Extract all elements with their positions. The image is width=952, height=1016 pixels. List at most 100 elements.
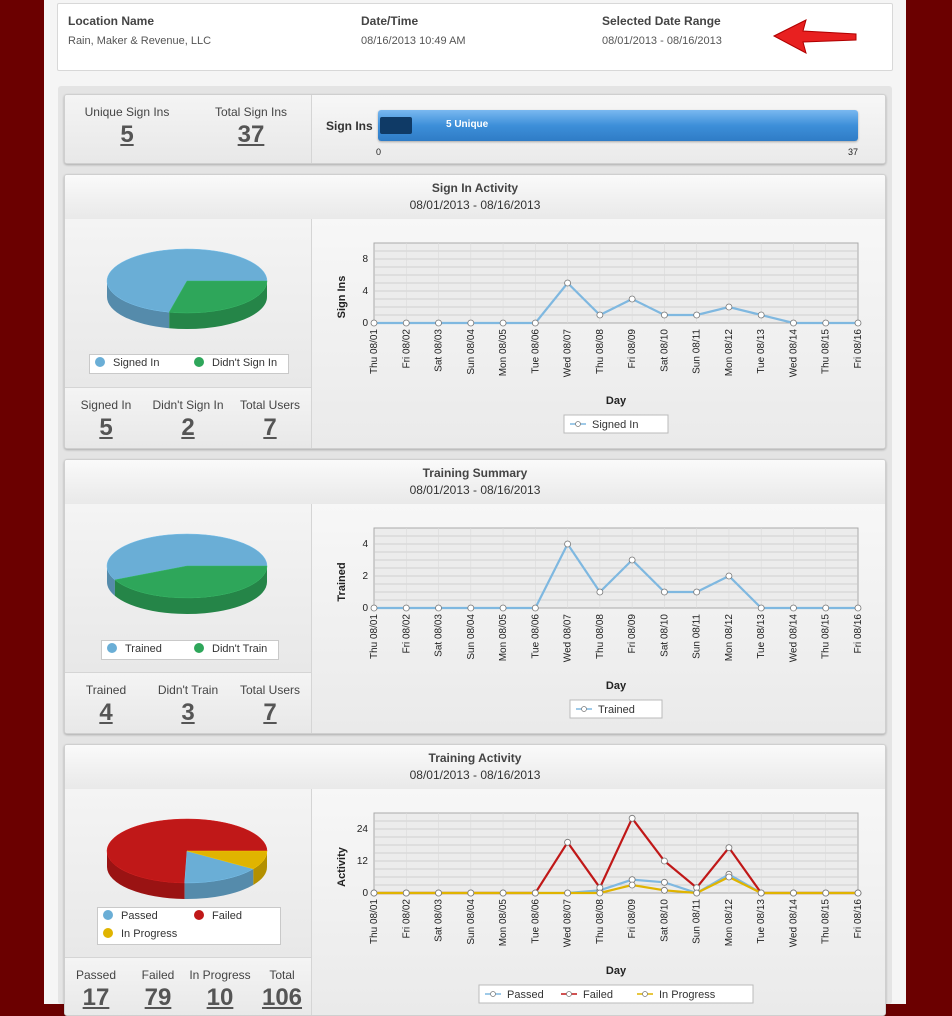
didnt-sign-in-stat-value[interactable]: 2: [181, 414, 195, 441]
activity-point[interactable]: [370, 889, 378, 897]
training-xtick-label: Thu 08/08: [595, 614, 606, 659]
signin-point[interactable]: [467, 319, 475, 327]
signin-point[interactable]: [370, 319, 378, 327]
activity-pie-slice-2[interactable]: [186, 850, 268, 870]
training-point[interactable]: [757, 604, 765, 612]
signin-point[interactable]: [435, 319, 442, 327]
legend-passed: Passed: [103, 910, 158, 922]
activity-point[interactable]: [854, 889, 862, 897]
training-pie-slice-0[interactable]: [106, 533, 268, 581]
didnt-train-stat-value[interactable]: 3: [181, 699, 195, 726]
activity-point[interactable]: [693, 889, 701, 897]
activity-point[interactable]: [596, 889, 604, 897]
signin-xtick-label: Sun 08/04: [466, 329, 477, 375]
signin-point[interactable]: [660, 311, 668, 319]
activity-point[interactable]: [660, 886, 668, 894]
signin-point[interactable]: [757, 311, 765, 319]
training-point[interactable]: [660, 588, 668, 596]
training-point[interactable]: [725, 572, 733, 580]
signin-pie-slice-0[interactable]: [106, 248, 268, 313]
signin-activity-panel: Sign In Activity 08/01/2013 - 08/16/2013…: [64, 174, 886, 449]
signin-total-users-stat: Total Users 7: [233, 398, 307, 442]
activity-point[interactable]: [660, 857, 668, 865]
training-point[interactable]: [596, 588, 604, 596]
training-point[interactable]: [564, 540, 572, 548]
training-point[interactable]: [402, 604, 410, 612]
failed-stat-value[interactable]: 79: [144, 984, 172, 1011]
training-point[interactable]: [628, 556, 636, 564]
signed-in-stat-value[interactable]: 5: [99, 414, 113, 441]
signin-point[interactable]: [822, 319, 830, 327]
signin-legend-label: Signed In: [592, 419, 638, 431]
training-activity-range: 08/01/2013 - 08/16/2013: [409, 768, 541, 782]
legend-didnt-train: Didn't Train: [194, 643, 267, 655]
activity-point[interactable]: [725, 844, 733, 852]
unique-signins-stat: Unique Sign Ins 5: [75, 105, 179, 149]
activity-point[interactable]: [628, 881, 636, 889]
training-point[interactable]: [467, 604, 475, 612]
training-legend: [569, 699, 663, 719]
signin-point[interactable]: [531, 319, 539, 327]
activity-point[interactable]: [467, 889, 475, 897]
training-point[interactable]: [854, 604, 862, 612]
signin-point[interactable]: [854, 319, 862, 327]
training-point[interactable]: [790, 604, 797, 612]
passed-stat-value[interactable]: 17: [82, 984, 110, 1011]
activity-pie-slice-1[interactable]: [184, 850, 254, 884]
activity-xtick-label: Thu 08/01: [369, 899, 380, 944]
unique-signins-label: Unique Sign Ins: [84, 105, 170, 119]
total-signins-value[interactable]: 37: [237, 121, 265, 148]
activity-point[interactable]: [822, 889, 830, 897]
training-series-line-0: [374, 541, 858, 610]
legend-signed-in-label: Signed In: [113, 357, 160, 369]
activity-point[interactable]: [435, 889, 442, 897]
signin-point[interactable]: [790, 319, 797, 327]
training-activity-header: Training Activity 08/01/2013 - 08/16/201…: [65, 745, 885, 790]
signin-point[interactable]: [725, 303, 733, 311]
signin-pie-side-0: [107, 281, 170, 329]
activity-point[interactable]: [757, 889, 765, 897]
activity-point[interactable]: [564, 889, 572, 897]
signin-xtick-label: Wed 08/14: [788, 329, 799, 378]
activity-point[interactable]: [660, 878, 668, 886]
training-point[interactable]: [435, 604, 442, 612]
activity-point[interactable]: [499, 889, 507, 897]
activity-point[interactable]: [531, 889, 539, 897]
bar-min-label: 0: [376, 147, 382, 157]
signin-point[interactable]: [564, 279, 572, 287]
activity-point[interactable]: [564, 838, 572, 846]
unique-signins-value[interactable]: 5: [120, 121, 134, 148]
legend-didnt-sign-in-label: Didn't Sign In: [212, 357, 278, 369]
signin-point[interactable]: [693, 311, 701, 319]
activity-total-value[interactable]: 106: [261, 984, 303, 1011]
signin-point[interactable]: [499, 319, 507, 327]
activity-point[interactable]: [402, 889, 410, 897]
training-point[interactable]: [822, 604, 830, 612]
training-point[interactable]: [370, 604, 378, 612]
training-point[interactable]: [693, 588, 701, 596]
training-xtick-label: Wed 08/07: [563, 614, 574, 663]
signin-point[interactable]: [628, 295, 636, 303]
signin-pie-slice-1[interactable]: [168, 280, 268, 314]
activity-point[interactable]: [628, 814, 636, 822]
signin-point[interactable]: [402, 319, 410, 327]
activity-total-stat: Total 106: [255, 968, 309, 1012]
activity-point[interactable]: [790, 889, 797, 897]
activity-point[interactable]: [725, 873, 733, 881]
training-total-users-value[interactable]: 7: [263, 699, 277, 726]
activity-xtick-label: Sat 08/10: [659, 899, 670, 942]
training-xtick-label: Thu 08/15: [821, 614, 832, 659]
trained-stat: Trained 4: [69, 683, 143, 727]
in-progress-stat-value[interactable]: 10: [206, 984, 234, 1011]
dashboard: Unique Sign Ins 5 Total Sign Ins 37 Sign…: [58, 86, 892, 1016]
activity-legend-marker: [642, 991, 648, 997]
signin-total-users-label: Total Users: [239, 398, 301, 412]
training-point[interactable]: [499, 604, 507, 612]
training-summary-header: Training Summary 08/01/2013 - 08/16/2013: [65, 460, 885, 505]
signin-point[interactable]: [596, 311, 604, 319]
signin-total-users-value[interactable]: 7: [263, 414, 277, 441]
training-point[interactable]: [531, 604, 539, 612]
training-pie-slice-1[interactable]: [114, 565, 268, 599]
range-label: Selected Date Range: [602, 14, 721, 28]
trained-stat-value[interactable]: 4: [99, 699, 113, 726]
